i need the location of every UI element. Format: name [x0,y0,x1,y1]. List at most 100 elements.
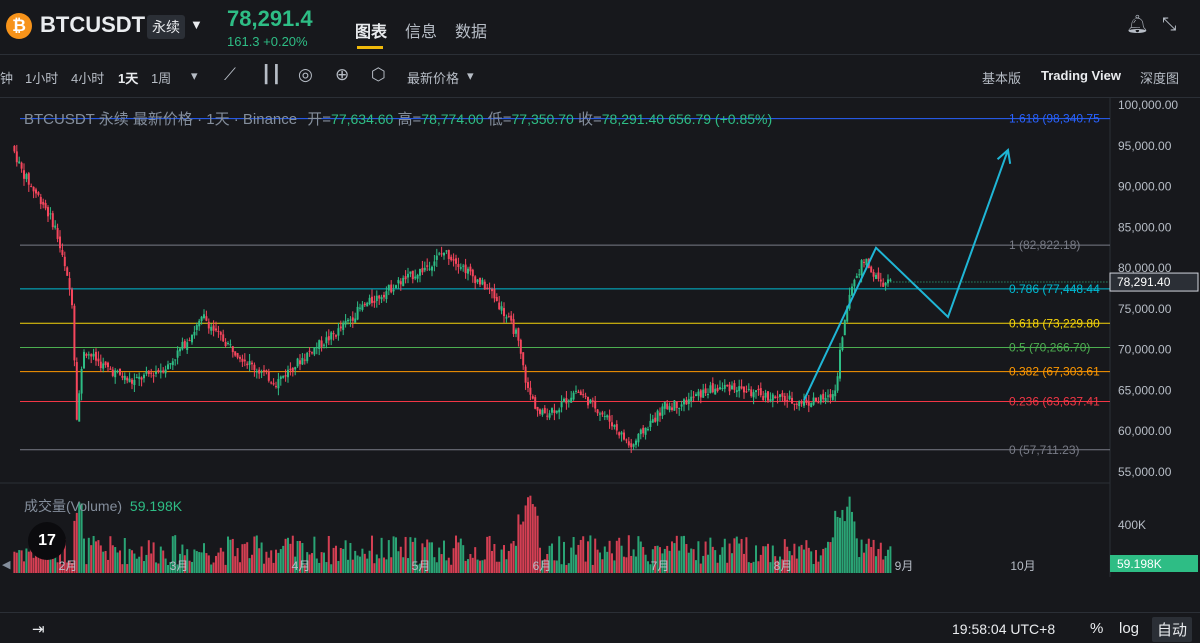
legend-close-label: 收= [577,111,602,128]
volume-bar [351,559,354,573]
candle-body [404,276,407,280]
candle-body [335,335,337,337]
candle-body [407,273,409,278]
log-toggle[interactable]: log [1119,620,1140,637]
volume-bar [440,554,443,573]
volume-bar [234,556,237,573]
volume-bar [601,559,604,573]
volume-bar [800,544,803,573]
candle-body [243,359,246,362]
indicator-icon[interactable]: ⟋ [224,65,236,84]
tab-chart[interactable]: 图表 [355,24,388,41]
interval-more-chevron-icon[interactable]: ▾ [191,68,198,83]
candle-body [128,378,131,383]
view-tradingview[interactable]: Trading View [1041,68,1121,83]
volume-bar [99,545,102,573]
volume-bar [219,547,222,573]
candle-body [95,351,97,361]
candle-body [354,318,357,323]
candle-body [210,326,213,331]
volume-bar [855,538,858,573]
volume-bar [407,558,409,573]
candle-body [272,383,275,385]
candle-body [61,250,64,256]
chevron-down-icon[interactable]: ▼ [190,17,203,32]
volume-bar [267,557,270,573]
candle-style-icon[interactable]: ┃┃ [261,65,282,84]
interval-4h[interactable]: 4小时 [71,71,105,86]
volume-bar [85,564,88,573]
candle-body [723,384,726,389]
candle-body [215,328,217,331]
volume-bar [133,553,136,573]
volume-bar [474,547,477,573]
volume-bar [395,537,397,573]
candle-body [169,363,172,365]
tab-data[interactable]: 数据 [455,24,488,41]
camera-icon[interactable]: ◎ [298,65,313,84]
volume-bar [27,551,30,573]
price-type-select[interactable]: 最新价格 [407,71,460,86]
candle-body [181,341,184,350]
candle-body [661,406,664,416]
candle-body [66,267,69,276]
projection-path[interactable] [803,149,1009,401]
candle-body [416,274,419,279]
settings-icon[interactable]: ⬡ [371,65,386,84]
interval-1h[interactable]: 1小时 [25,71,59,86]
candle-body [198,320,201,327]
volume-bar [678,550,681,573]
date-range-icon[interactable]: ⇥ [32,621,45,638]
price-type-chevron-icon[interactable]: ▾ [467,68,474,83]
volume-bar [539,547,541,573]
volume-bar [111,545,114,573]
candle-body [649,420,652,428]
view-basic[interactable]: 基本版 [982,71,1022,86]
candle-body [279,376,282,380]
interval-1d[interactable]: 1天 [118,71,139,86]
tab-info[interactable]: 信息 [405,24,438,41]
view-depth[interactable]: 深度图 [1140,71,1180,86]
candle-body [721,388,724,390]
volume-bar [183,555,186,573]
current-price-box [1109,272,1199,292]
auto-scale-toggle[interactable]: 自动 [1152,617,1193,642]
volume-bar [608,540,611,573]
volume-bar [128,548,131,573]
candle-body [39,196,42,205]
candle-body [515,329,517,334]
candle-body [702,389,705,398]
interval-minute[interactable]: 钟 [0,71,14,86]
volume-bar [155,562,157,573]
candle-body [783,395,786,402]
y-tick-label: 100,000.00 [1118,98,1178,112]
collapse-icon[interactable]: ⤡ [1162,14,1177,34]
fib-level-label: 0.5 (70,266.70) [1009,340,1090,354]
volume-bar [402,557,405,573]
percent-toggle[interactable]: % [1090,620,1104,637]
price-chart[interactable]: 1.618 (98,340.75 1 (82,822.18) 0.786 (77,4… [0,97,1200,577]
volume-bar [817,561,820,573]
volume-bar [503,545,505,573]
interval-1w[interactable]: 1周 [151,71,172,86]
symbol-title[interactable]: BTCUSDT [40,12,146,37]
candle-body [119,368,121,375]
candle-body [572,392,575,400]
volume-bar [359,556,361,573]
bell-icon[interactable]: 🔔︎ [1126,14,1149,34]
volume-bar [726,562,729,573]
volume-bar [37,551,40,573]
volume-bar [481,560,484,573]
candle-body [798,401,801,407]
volume-bar [421,543,424,573]
candle-body [815,397,817,402]
add-icon[interactable]: ⊕ [335,65,350,84]
candle-body [459,267,462,269]
candle-body [234,351,237,356]
volume-bar [203,543,205,573]
volume-bar [92,535,95,573]
scroll-left-icon[interactable]: ◀ [2,559,11,571]
y-tick-label: 75,000.00 [1118,302,1172,316]
candle-body [63,256,66,267]
volume-bar [887,549,889,573]
